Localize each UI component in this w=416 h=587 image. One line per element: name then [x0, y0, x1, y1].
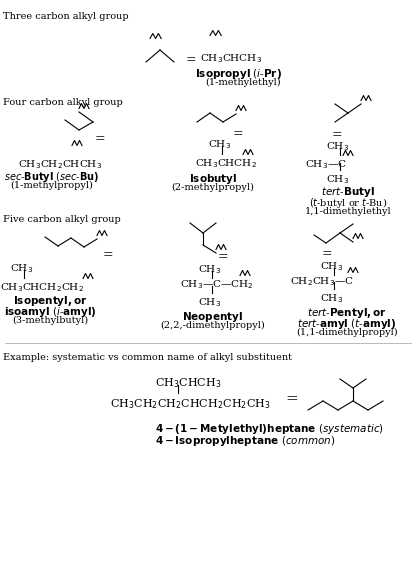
Text: =: = — [332, 128, 343, 141]
Text: (1-methylpropyl): (1-methylpropyl) — [10, 181, 94, 190]
Text: (2-methylpropyl): (2-methylpropyl) — [171, 183, 255, 192]
Text: Example: systematic vs common name of alkyl substituent: Example: systematic vs common name of al… — [3, 353, 292, 362]
Text: 1,1-dimethylethyl: 1,1-dimethylethyl — [305, 207, 391, 216]
Text: =: = — [186, 53, 197, 66]
Text: CH$_3$CHCH$_3$: CH$_3$CHCH$_3$ — [155, 376, 221, 390]
Text: CH$_3$: CH$_3$ — [326, 140, 349, 153]
Text: CH$_3$—C—CH$_2$: CH$_3$—C—CH$_2$ — [180, 278, 254, 291]
Text: CH$_3$CH$_2$CHCH$_3$: CH$_3$CH$_2$CHCH$_3$ — [18, 158, 102, 171]
Text: CH$_3$—C: CH$_3$—C — [305, 158, 347, 171]
Text: CH$_3$: CH$_3$ — [198, 263, 221, 276]
Text: Three carbon alkyl group: Three carbon alkyl group — [3, 12, 129, 21]
Text: CH$_3$: CH$_3$ — [10, 262, 33, 275]
Text: =: = — [322, 247, 333, 260]
Text: Four carbon alkyl group: Four carbon alkyl group — [3, 98, 123, 107]
Text: $\bf{Isopropyl}$ $(\bf{\it{i}}$-$\bf{Pr})$: $\bf{Isopropyl}$ $(\bf{\it{i}}$-$\bf{Pr}… — [195, 67, 282, 81]
Text: CH$_3$CHCH$_2$CH$_2$: CH$_3$CHCH$_2$CH$_2$ — [0, 281, 84, 294]
Text: $(\bf{\it{t}}$-butyl or $\bf{\it{t}}$-Bu): $(\bf{\it{t}}$-butyl or $\bf{\it{t}}$-Bu… — [309, 196, 387, 210]
Text: Five carbon alkyl group: Five carbon alkyl group — [3, 215, 121, 224]
Text: $\bf{\it{tert}}$-$\bf{amyl}$ $(\bf{\it{t}}$-$\bf{amyl})$: $\bf{\it{tert}}$-$\bf{amyl}$ $(\bf{\it{t… — [297, 317, 397, 331]
Text: CH$_3$: CH$_3$ — [208, 138, 231, 151]
Text: $\bf{4-Isopropylheptane}$ $\it{(common)}$: $\bf{4-Isopropylheptane}$ $\it{(common)}… — [155, 434, 335, 448]
Text: CH$_2$CH$_3$—C: CH$_2$CH$_3$—C — [290, 275, 354, 288]
Text: CH$_3$: CH$_3$ — [320, 292, 343, 305]
Text: (3-methylbutyl): (3-methylbutyl) — [12, 316, 88, 325]
Text: CH$_3$: CH$_3$ — [326, 173, 349, 186]
Text: =: = — [233, 127, 244, 140]
Text: $\bf{Isobutyl}$: $\bf{Isobutyl}$ — [189, 172, 237, 186]
Text: (2,2,-dimethylpropyl): (2,2,-dimethylpropyl) — [161, 321, 265, 330]
Text: (1-methylethyl): (1-methylethyl) — [205, 78, 281, 87]
Text: $\bf{4-(1-Metylethyl)heptane}$ $\it{(systematic)}$: $\bf{4-(1-Metylethyl)heptane}$ $\it{(sys… — [155, 422, 384, 436]
Text: CH$_3$CHCH$_2$: CH$_3$CHCH$_2$ — [195, 157, 257, 170]
Text: $\bf{Isopentyl, or}$: $\bf{Isopentyl, or}$ — [13, 294, 87, 308]
Text: =: = — [95, 132, 106, 145]
Text: =: = — [285, 392, 298, 406]
Text: $\bf{\it{sec}}$-$\bf{Butyl}$ $(\bf{\it{sec}}$-$\bf{Bu})$: $\bf{\it{sec}}$-$\bf{Butyl}$ $(\bf{\it{s… — [5, 170, 99, 184]
Text: $\bf{\it{tert}}$-$\bf{Pentyl, or}$: $\bf{\it{tert}}$-$\bf{Pentyl, or}$ — [307, 306, 387, 320]
Text: $\bf{Neopentyl}$: $\bf{Neopentyl}$ — [182, 310, 244, 324]
Text: (1,1-dimethylpropyl): (1,1-dimethylpropyl) — [296, 328, 398, 337]
Text: =: = — [218, 250, 229, 263]
Text: CH$_3$CH$_2$CH$_2$CHCH$_2$CH$_2$CH$_3$: CH$_3$CH$_2$CH$_2$CHCH$_2$CH$_2$CH$_3$ — [110, 397, 271, 411]
Text: CH$_3$CHCH$_3$: CH$_3$CHCH$_3$ — [200, 52, 262, 65]
Text: $\bf{\it{tert}}$-$\bf{Butyl}$: $\bf{\it{tert}}$-$\bf{Butyl}$ — [321, 185, 375, 199]
Text: =: = — [103, 248, 114, 261]
Text: $\bf{isoamyl}$ $(\bf{\it{i}}$-$\bf{amyl})$: $\bf{isoamyl}$ $(\bf{\it{i}}$-$\bf{amyl}… — [4, 305, 97, 319]
Text: CH$_3$: CH$_3$ — [198, 296, 221, 309]
Text: CH$_3$: CH$_3$ — [320, 260, 343, 273]
